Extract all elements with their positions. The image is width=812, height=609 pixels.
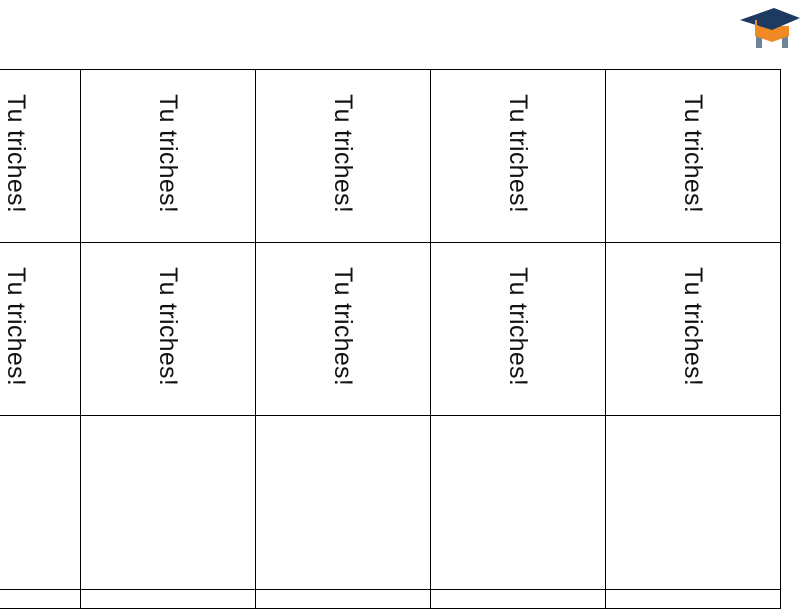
card-cell-partial [0,589,81,609]
card-text: Tu triches! [154,267,182,387]
card-cell-partial [0,415,81,590]
card-cell [255,589,431,609]
card-text: Tu triches! [329,94,357,214]
card-text: Tu triches! [679,267,707,387]
card-cell: Tu triches! [605,242,781,416]
card-cell: Tu triches! [430,69,606,243]
card-text: Tu triches! [504,94,532,214]
graduation-cap-logo-icon [740,8,800,48]
card-cell: Tu triches! [80,242,256,416]
card-cell: Tu triches! [430,242,606,416]
card-text: Tu triches! [2,94,30,214]
card-cell: Tu triches! [255,69,431,243]
card-cell-partial: Tu triches! [0,69,81,243]
card-cell-partial: Tu triches! [0,242,81,416]
card-cell: Tu triches! [80,69,256,243]
card-text: Tu triches! [679,94,707,214]
card-cell [80,415,256,590]
card-cell [430,589,606,609]
card-cell: Tu triches! [255,242,431,416]
card-grid: Tu triches! Tu triches! Tu triches! Tu tric… [0,69,781,609]
card-cell [80,589,256,609]
card-cell: Tu triches! [605,69,781,243]
card-cell [605,589,781,609]
card-text: Tu triches! [329,267,357,387]
card-text: Tu triches! [2,267,30,387]
card-cell [255,415,431,590]
card-text: Tu triches! [504,267,532,387]
card-text: Tu triches! [154,94,182,214]
card-cell [605,415,781,590]
card-cell [430,415,606,590]
